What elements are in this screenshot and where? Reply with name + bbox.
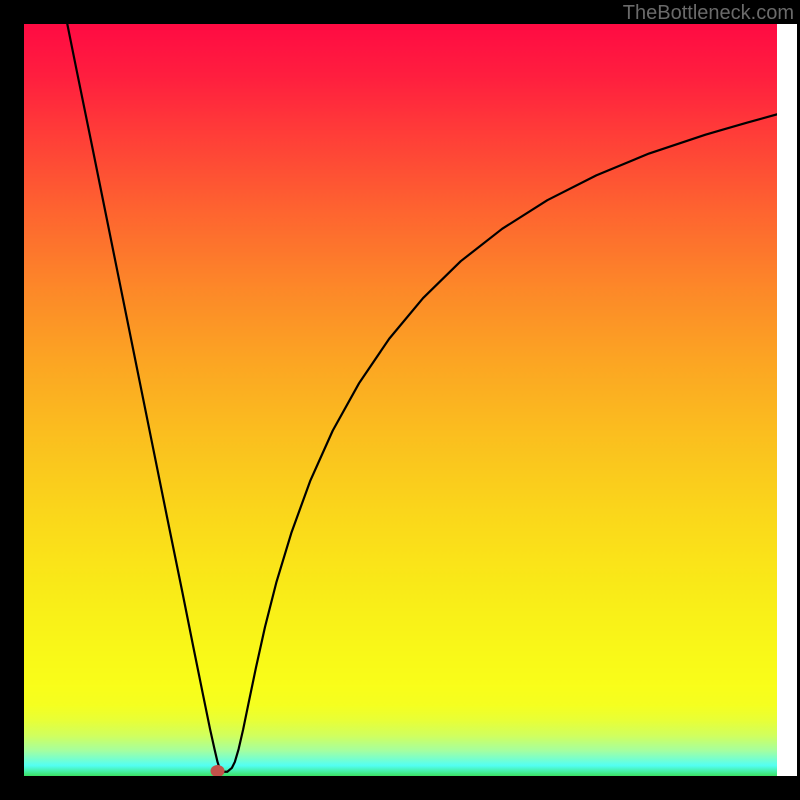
watermark-text: TheBottleneck.com	[623, 2, 794, 25]
border-bottom	[0, 776, 800, 800]
bottleneck-curve	[67, 24, 777, 772]
border-left	[0, 0, 24, 800]
curve-overlay	[24, 24, 777, 777]
chart-root: { "watermark": { "text": "TheBottleneck.…	[0, 0, 800, 800]
plot-area	[24, 24, 777, 777]
